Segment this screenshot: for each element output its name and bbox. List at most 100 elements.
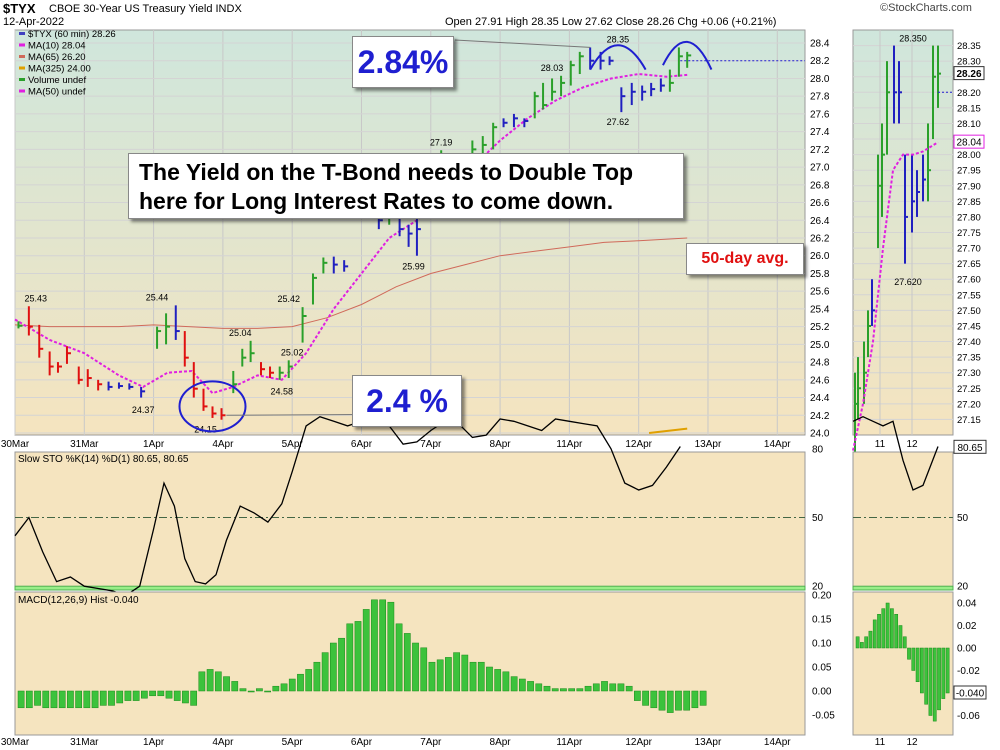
- mini-macd-bar: [872, 619, 877, 649]
- y-tick-label: 25.6: [810, 287, 830, 298]
- mini-y-tick-label: 27.15: [957, 415, 981, 426]
- price-label: 25.42: [277, 294, 300, 304]
- chart-header: $TYX CBOE 30-Year US Treasury Yield INDX…: [0, 0, 1000, 30]
- macd-hist-bar: [395, 623, 403, 692]
- macd-y-tick: 0.00: [812, 687, 832, 698]
- mini-macd-bar: [932, 647, 937, 722]
- macd-hist-bar: [75, 690, 82, 709]
- y-tick-label: 26.0: [810, 251, 830, 262]
- y-tick-label: 27.8: [810, 92, 830, 103]
- mini-y-tick-label: 27.75: [957, 228, 981, 239]
- macd-hist-bar: [354, 621, 362, 692]
- y-tick-label: 24.8: [810, 358, 830, 369]
- y-tick-label: 28.4: [810, 39, 830, 50]
- macd-hist-bar: [461, 654, 469, 692]
- sto-y-tick: 20: [812, 582, 824, 593]
- macd-hist-bar: [190, 690, 198, 706]
- callout-note: The Yield on the T-Bond needs to Double …: [128, 153, 684, 219]
- price-label: 24.37: [132, 405, 155, 415]
- macd-hist-bar: [634, 690, 641, 701]
- callout-pointer: [454, 39, 591, 48]
- macd-hist-bar: [699, 690, 707, 706]
- brand-watermark: ©StockCharts.com: [880, 2, 972, 14]
- x-tick-label: 6Apr: [351, 439, 373, 450]
- macd-hist-bar: [543, 685, 551, 692]
- price-label: 27.62: [607, 117, 630, 127]
- macd-hist-bar: [206, 669, 214, 692]
- legend-swatch: [19, 89, 25, 93]
- macd-hist-bar: [486, 666, 493, 692]
- legend-swatch: [19, 43, 25, 47]
- price-label: 25.43: [25, 293, 48, 303]
- legend-swatch: [19, 78, 25, 81]
- mini-macd-bar: [894, 614, 899, 649]
- legend-entry: MA(325) 24.00: [28, 64, 91, 75]
- macd-hist-bar: [560, 688, 567, 692]
- macd-hist-bar: [99, 690, 107, 706]
- macd-x-tick-label: 11Apr: [556, 737, 583, 748]
- macd-hist-bar: [223, 676, 230, 692]
- macd-hist-bar: [58, 690, 66, 709]
- x-tick-label: 13Apr: [695, 439, 722, 450]
- y-tick-label: 26.4: [810, 216, 830, 227]
- y-tick-label: 24.2: [810, 411, 830, 422]
- macd-hist-bar: [691, 690, 699, 709]
- last-price-box: [953, 66, 985, 81]
- macd-hist-bar: [666, 690, 674, 713]
- mini-macd-bar: [924, 647, 929, 705]
- mini-sto-y-tick: 50: [957, 513, 969, 524]
- symbol-description: CBOE 30-Year US Treasury Yield INDX: [49, 3, 242, 15]
- ma325-line: [648, 427, 688, 434]
- mini-y-tick-label: 28.15: [957, 103, 981, 114]
- macd-hist-bar: [502, 671, 510, 692]
- macd-hist-bar: [91, 690, 99, 709]
- callout-low-yield: 2.4 %: [352, 375, 462, 427]
- mini-y-tick-label: 27.25: [957, 384, 981, 395]
- y-tick-label: 25.0: [810, 340, 830, 351]
- ohlc-summary: Open 27.91 High 28.35 Low 27.62 Close 28…: [445, 16, 777, 28]
- mini-y-tick-label: 27.50: [957, 306, 981, 317]
- macd-hist-bar: [453, 652, 460, 692]
- x-tick-label: 31Mar: [70, 439, 99, 450]
- macd-hist-bar: [264, 690, 271, 693]
- double-top-arc-2: [662, 40, 713, 71]
- macd-hist-bar: [173, 690, 181, 701]
- mini-y-tick-label: 27.70: [957, 244, 981, 255]
- macd-hist-bar: [256, 688, 263, 692]
- price-label: 28.03: [541, 63, 564, 73]
- mini-macd-bar: [898, 625, 903, 649]
- mini-y-tick-label: 27.60: [957, 275, 981, 286]
- sto-last-box: [953, 439, 987, 454]
- macd-hist-bar: [124, 690, 132, 701]
- mini-y-tick-label: 27.55: [957, 290, 981, 301]
- macd-hist-bar: [601, 681, 608, 692]
- macd-title: MACD(12,26,9) Hist -0.040: [18, 595, 139, 606]
- y-tick-label: 26.2: [810, 234, 830, 245]
- macd-hist-bar: [239, 688, 247, 692]
- macd-x-tick-label: 13Apr: [695, 737, 722, 748]
- mini-macd-bar: [902, 636, 907, 649]
- legend-entry: MA(10) 28.04: [28, 41, 86, 52]
- macd-hist-bar: [247, 690, 255, 693]
- mini-y-tick-label: 27.85: [957, 197, 981, 208]
- macd-hist-bar: [675, 690, 682, 711]
- last-price-label: 28.26: [956, 69, 981, 80]
- macd-y-tick: 0.05: [812, 663, 832, 674]
- callout-50day: 50-day avg.: [686, 243, 804, 275]
- mini-macd-bar: [860, 642, 864, 649]
- macd-hist-bar: [83, 690, 91, 709]
- macd-y-tick: 0.10: [812, 639, 832, 650]
- macd-hist-bar: [527, 681, 534, 692]
- macd-y-tick: -0.05: [812, 711, 835, 722]
- macd-hist-bar: [551, 688, 559, 692]
- macd-x-tick-label: 30Mar: [1, 737, 30, 748]
- mini-macd-y-tick: -0.02: [957, 666, 980, 677]
- macd-hist-bar: [214, 671, 222, 692]
- low-circle: [178, 380, 247, 433]
- legend-entry: $TYX (60 min) 28.26: [28, 29, 116, 40]
- macd-hist-bar: [108, 690, 115, 706]
- macd-hist-bar: [198, 671, 206, 692]
- macd-hist-bar: [231, 681, 239, 692]
- mini-sto-panel: [852, 451, 954, 591]
- mini-x-tick-label: 12: [906, 439, 918, 450]
